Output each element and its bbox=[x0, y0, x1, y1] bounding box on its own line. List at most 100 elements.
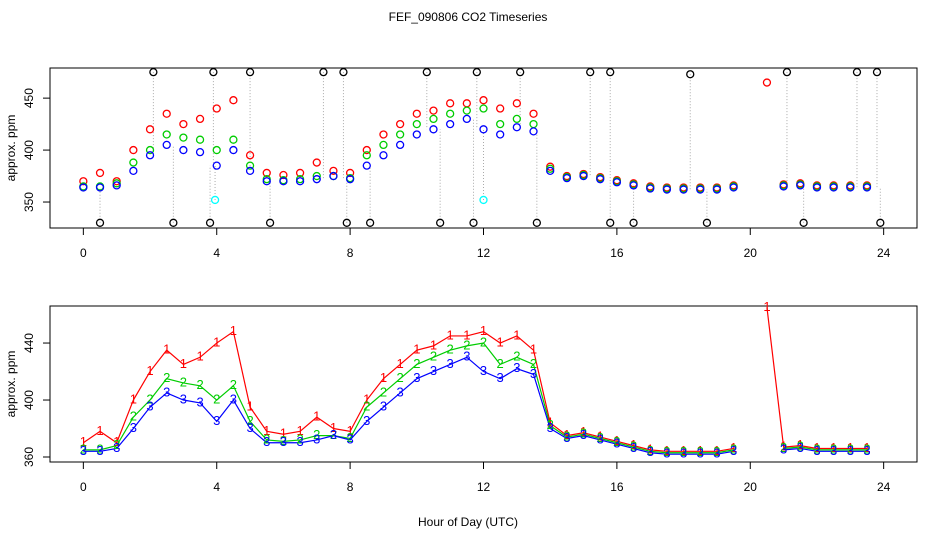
point bbox=[169, 218, 178, 227]
point-marker: 2 bbox=[413, 356, 420, 371]
point-marker: 1 bbox=[797, 437, 804, 452]
point bbox=[229, 145, 238, 155]
point bbox=[429, 114, 438, 124]
point-marker: 1 bbox=[397, 356, 404, 371]
point-marker: 1 bbox=[80, 434, 87, 449]
x-tick-label: 20 bbox=[744, 480, 758, 494]
point-marker: 1 bbox=[480, 323, 487, 338]
series-line bbox=[83, 356, 867, 455]
point bbox=[862, 183, 872, 192]
y-tick-label: 450 bbox=[22, 88, 36, 108]
point-marker: 1 bbox=[96, 423, 103, 438]
point bbox=[546, 166, 555, 176]
point-marker: 2 bbox=[130, 409, 137, 424]
point-marker: 1 bbox=[196, 349, 203, 364]
point-marker: 3 bbox=[780, 441, 787, 456]
point-marker: 2 bbox=[246, 413, 253, 428]
point bbox=[195, 135, 205, 144]
point-marker: 2 bbox=[830, 441, 837, 456]
point bbox=[696, 185, 705, 194]
x-tick-label: 12 bbox=[477, 480, 491, 494]
point-marker: 1 bbox=[563, 427, 570, 442]
point bbox=[312, 175, 321, 184]
point bbox=[329, 171, 338, 181]
point-marker: 3 bbox=[713, 446, 720, 461]
point bbox=[262, 177, 271, 186]
point-marker: 2 bbox=[563, 429, 570, 444]
point bbox=[462, 99, 471, 108]
point-marker: 3 bbox=[847, 443, 854, 458]
x-tick-label: 4 bbox=[213, 246, 220, 260]
point bbox=[265, 218, 275, 227]
point bbox=[79, 177, 88, 186]
point-marker: 2 bbox=[663, 444, 670, 459]
point-marker: 3 bbox=[563, 430, 570, 445]
point-marker: 2 bbox=[530, 356, 537, 371]
point bbox=[412, 119, 421, 129]
point-marker: 1 bbox=[663, 443, 670, 458]
point bbox=[606, 218, 615, 227]
point-marker: 1 bbox=[780, 438, 787, 453]
point-marker: 3 bbox=[530, 366, 537, 381]
point bbox=[529, 127, 538, 136]
point bbox=[209, 68, 218, 77]
point bbox=[362, 145, 371, 155]
point-marker: 1 bbox=[413, 342, 420, 357]
point bbox=[362, 151, 371, 160]
x-tick-label: 12 bbox=[477, 246, 491, 260]
point-marker: 2 bbox=[797, 438, 804, 453]
point-marker: 2 bbox=[96, 441, 103, 456]
point-marker: 1 bbox=[246, 399, 253, 414]
point bbox=[782, 68, 792, 77]
point bbox=[245, 166, 255, 176]
point bbox=[319, 68, 328, 77]
point-marker: 2 bbox=[113, 437, 120, 452]
point bbox=[462, 114, 471, 124]
point-marker: 3 bbox=[697, 446, 704, 461]
point bbox=[446, 109, 455, 118]
point-marker: 1 bbox=[530, 342, 537, 357]
point bbox=[342, 218, 351, 227]
point bbox=[529, 109, 538, 118]
point bbox=[872, 68, 882, 77]
point-marker: 1 bbox=[830, 440, 837, 455]
point bbox=[129, 145, 138, 155]
point bbox=[472, 68, 481, 77]
point bbox=[162, 140, 171, 150]
point-marker: 1 bbox=[330, 420, 337, 435]
point-marker: 3 bbox=[663, 446, 670, 461]
point bbox=[796, 181, 805, 190]
point bbox=[829, 183, 838, 192]
point bbox=[212, 104, 221, 113]
point-marker: 2 bbox=[647, 443, 654, 458]
point bbox=[702, 218, 712, 227]
point bbox=[429, 106, 438, 115]
point-marker: 3 bbox=[263, 434, 270, 449]
point-marker: 2 bbox=[513, 349, 520, 364]
point-marker: 1 bbox=[697, 443, 704, 458]
point-marker: 1 bbox=[263, 423, 270, 438]
point bbox=[195, 114, 205, 124]
point-marker: 1 bbox=[580, 424, 587, 439]
point bbox=[586, 68, 595, 77]
point-marker: 1 bbox=[713, 443, 720, 458]
point-marker: 2 bbox=[813, 441, 820, 456]
point bbox=[329, 166, 338, 176]
point bbox=[846, 183, 855, 192]
point-marker: 2 bbox=[680, 444, 687, 459]
x-tick-label: 4 bbox=[213, 480, 220, 494]
x-axis-label: Hour of Day (UTC) bbox=[418, 515, 518, 529]
point-marker: 3 bbox=[230, 391, 237, 406]
point-marker: 2 bbox=[280, 433, 287, 448]
y-tick-label: 360 bbox=[22, 447, 36, 467]
point bbox=[345, 168, 355, 178]
point-marker: 3 bbox=[830, 443, 837, 458]
point-marker: 2 bbox=[346, 430, 353, 445]
point-marker: 1 bbox=[647, 441, 654, 456]
point-marker: 1 bbox=[730, 440, 737, 455]
point bbox=[629, 218, 638, 227]
point-marker: 3 bbox=[730, 443, 737, 458]
point-marker: 1 bbox=[313, 409, 320, 424]
point-marker: 2 bbox=[213, 391, 220, 406]
